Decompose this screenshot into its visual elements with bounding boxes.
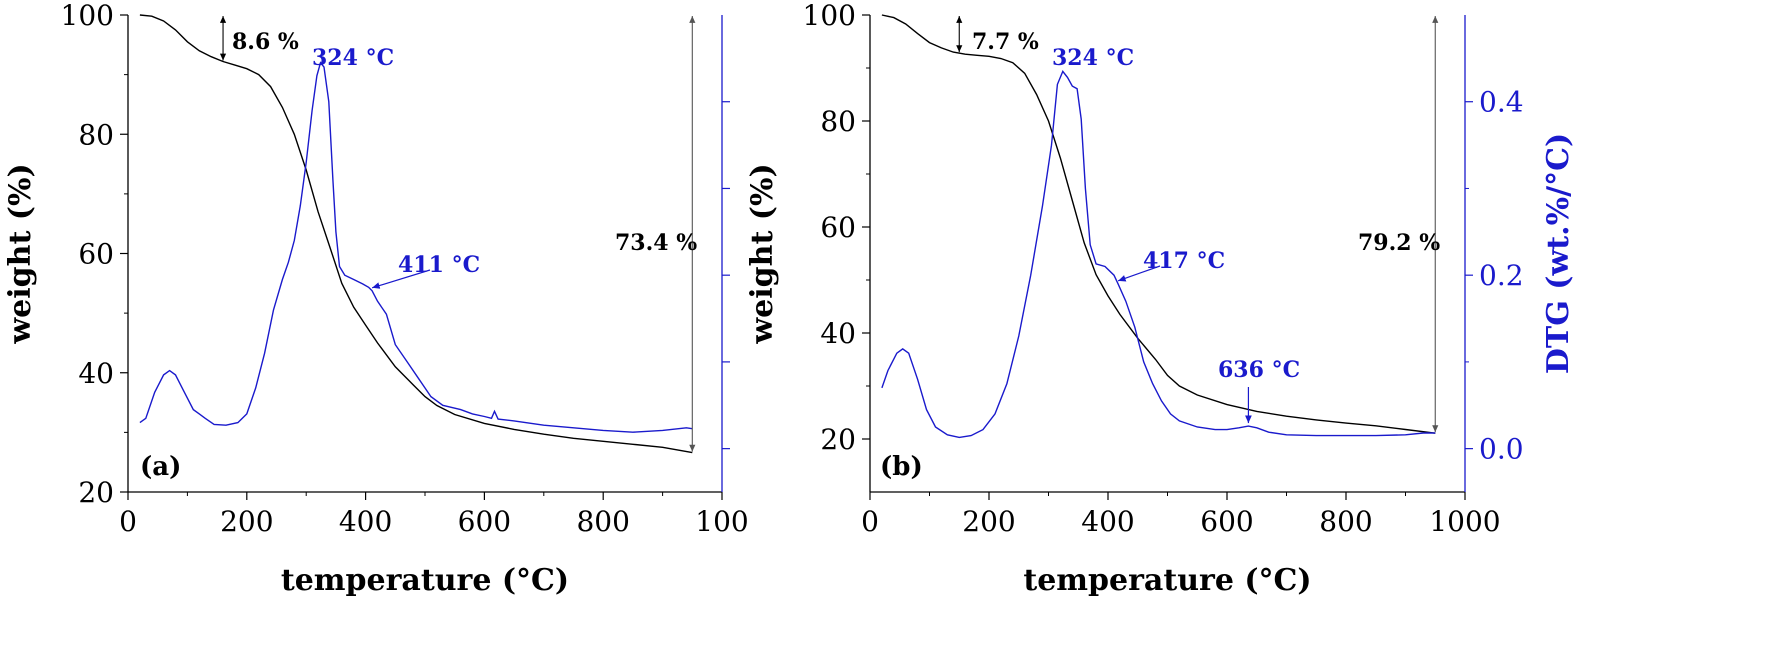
- y2-tick-label: 0.0: [1479, 433, 1524, 466]
- y-axis-title: weight (%): [745, 163, 780, 344]
- y2-axis-title: DTG (wt.%/°C): [1541, 133, 1576, 374]
- dtg-series-line: [881, 70, 1436, 439]
- weight-series-line: [139, 14, 693, 454]
- y-axis-title: weight (%): [3, 163, 38, 344]
- x-tick-label: 600: [458, 505, 511, 538]
- x-tick-label: 400: [1081, 505, 1134, 538]
- x-tick-label: 800: [576, 505, 629, 538]
- peak-arrow: [1117, 265, 1161, 282]
- x-tick-label: 0: [119, 505, 137, 538]
- y-tick-label: 40: [820, 317, 856, 350]
- y2-tick-label: 0.2: [1479, 259, 1524, 292]
- y-tick-label: 100: [61, 0, 114, 32]
- y-tick-label: 20: [78, 476, 114, 509]
- peak-label: 636 °C: [1218, 357, 1300, 383]
- x-tick-label: 0: [861, 505, 879, 538]
- y-tick-label: 80: [78, 118, 114, 151]
- peak-label: 411 °C: [398, 252, 480, 278]
- x-tick-label: 200: [962, 505, 1015, 538]
- mass-loss-label: 7.7 %: [972, 29, 1039, 55]
- y-tick-label: 60: [820, 211, 856, 244]
- peak-label: 324 °C: [1052, 45, 1134, 71]
- y-tick-label: 60: [78, 238, 114, 271]
- peak-label: 324 °C: [312, 45, 394, 71]
- x-tick-label: 800: [1319, 505, 1372, 538]
- y-tick-label: 100: [803, 0, 856, 32]
- y2-tick-label: 0.4: [1479, 86, 1524, 119]
- x-tick-label: 400: [339, 505, 392, 538]
- weight-series-line: [881, 14, 1436, 434]
- dtg-series-line: [139, 61, 693, 433]
- mass-loss-label: 8.6 %: [232, 29, 299, 55]
- panel-b: 0 200 400 600 800 1000 20 40 60 80 100 0.0 0.2 0.4 tem…: [745, 0, 1576, 598]
- panel-a: 0 200 400 600 800 100 20 40 60 80 100 temperature (…: [3, 0, 749, 598]
- x-axis-title: temperature (°C): [1023, 563, 1311, 598]
- x-tick-label: 600: [1200, 505, 1253, 538]
- panel-label: (b): [880, 452, 923, 482]
- total-loss-label: 73.4 %: [615, 230, 697, 256]
- x-tick-label: 100: [695, 505, 748, 538]
- y-tick-label: 40: [78, 357, 114, 390]
- x-tick-label: 1000: [1429, 505, 1500, 538]
- x-axis-title: temperature (°C): [281, 563, 569, 598]
- x-tick-label: 200: [220, 505, 273, 538]
- total-loss-label: 79.2 %: [1358, 230, 1440, 256]
- panel-label: (a): [140, 452, 181, 482]
- peak-label: 417 °C: [1143, 248, 1225, 274]
- peak-arrow: [371, 269, 431, 289]
- y-tick-label: 20: [820, 423, 856, 456]
- y-tick-label: 80: [820, 105, 856, 138]
